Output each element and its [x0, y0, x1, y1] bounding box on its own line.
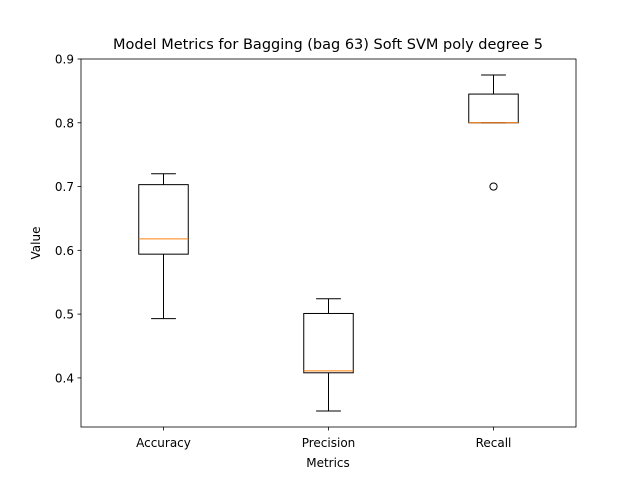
- x-axis-label: Metrics: [306, 456, 350, 470]
- y-tick-label: 0.4: [55, 371, 74, 385]
- y-tick-label: 0.5: [55, 308, 74, 322]
- y-tick-label: 0.7: [55, 180, 74, 194]
- iqr-box: [138, 184, 189, 255]
- x-tick-label: Precision: [302, 436, 356, 450]
- x-tick-label: Accuracy: [136, 436, 191, 450]
- iqr-box: [468, 93, 519, 124]
- y-tick-label: 0.6: [55, 244, 74, 258]
- iqr-box: [303, 312, 354, 374]
- plot-area: 0.4 0.5 0.6 0.7 0.8 0.9 Accuracy Precision Recal…: [55, 53, 577, 450]
- y-tick-label: 0.9: [55, 53, 74, 67]
- y-tick-label: 0.8: [55, 116, 74, 130]
- outlier-point: [489, 182, 498, 191]
- plot-frame: [80, 58, 577, 428]
- chart-title: Model Metrics for Bagging (bag 63) Soft …: [113, 37, 543, 53]
- y-axis-label: Value: [29, 227, 43, 260]
- x-tick-label: Recall: [476, 436, 512, 450]
